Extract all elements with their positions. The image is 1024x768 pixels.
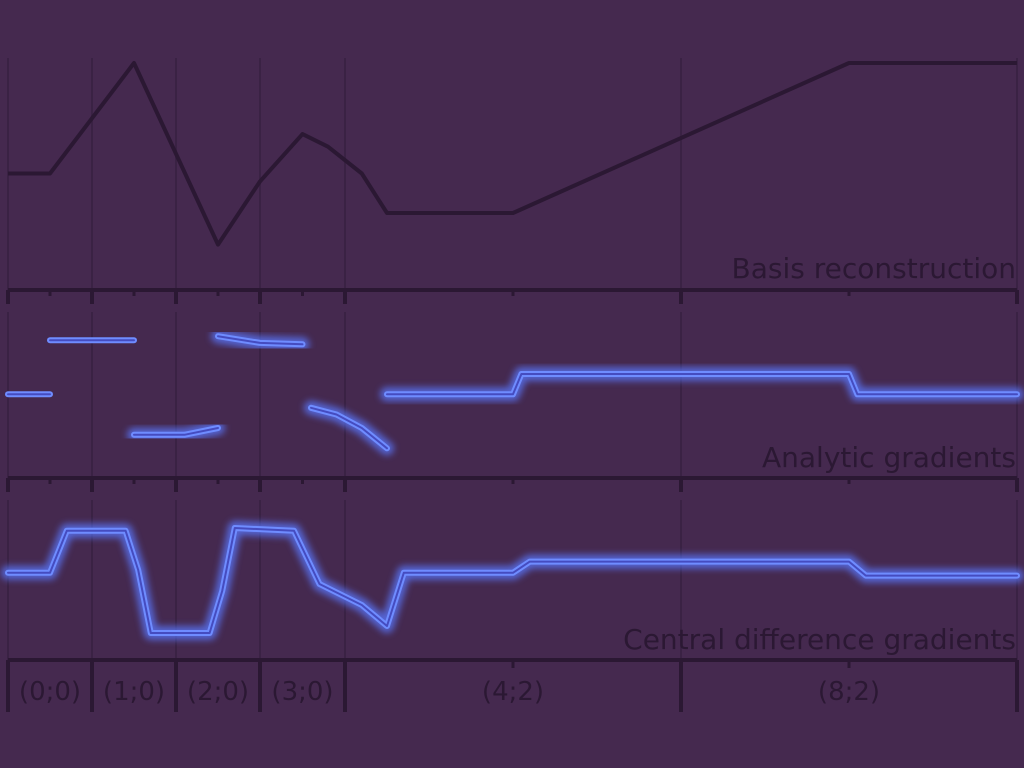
gradient-glow <box>1 521 1024 640</box>
gradient-glow <box>380 367 1024 402</box>
analytic-panel-title: Analytic gradients <box>762 441 1016 474</box>
segment-label: (4;2) <box>482 677 544 707</box>
segment-label: (1;0) <box>103 677 165 707</box>
basis-panel-title: Basis reconstruction <box>732 252 1016 285</box>
gradient-core-line <box>310 406 388 450</box>
analytic-axis <box>6 476 1019 492</box>
analytic-panel: Analytic gradients <box>1 329 1024 492</box>
segment-label: (2;0) <box>187 677 249 707</box>
central-difference-curve <box>1 521 1024 640</box>
segment-axis <box>6 658 1019 712</box>
gradient-core-line <box>386 373 1018 396</box>
gradient-core-line <box>133 427 219 436</box>
segment-label: (8;2) <box>818 677 880 707</box>
central-panel-title: Central difference gradients <box>623 623 1016 656</box>
central-panel: Central difference gradients <box>1 521 1024 712</box>
basis-axis <box>6 288 1019 304</box>
gradient-core-line <box>217 335 304 346</box>
segment-label: (0;0) <box>19 677 81 707</box>
analytic-gradient-curves <box>1 329 1024 456</box>
segment-labels: (0;0) (1;0) (2;0) (3;0) (4;2) (8;2) <box>19 677 880 707</box>
gradient-core-line <box>7 527 1018 634</box>
basis-reconstruction-curve <box>8 61 1017 247</box>
segment-label: (3;0) <box>271 677 333 707</box>
basis-panel: Basis reconstruction <box>6 61 1019 304</box>
